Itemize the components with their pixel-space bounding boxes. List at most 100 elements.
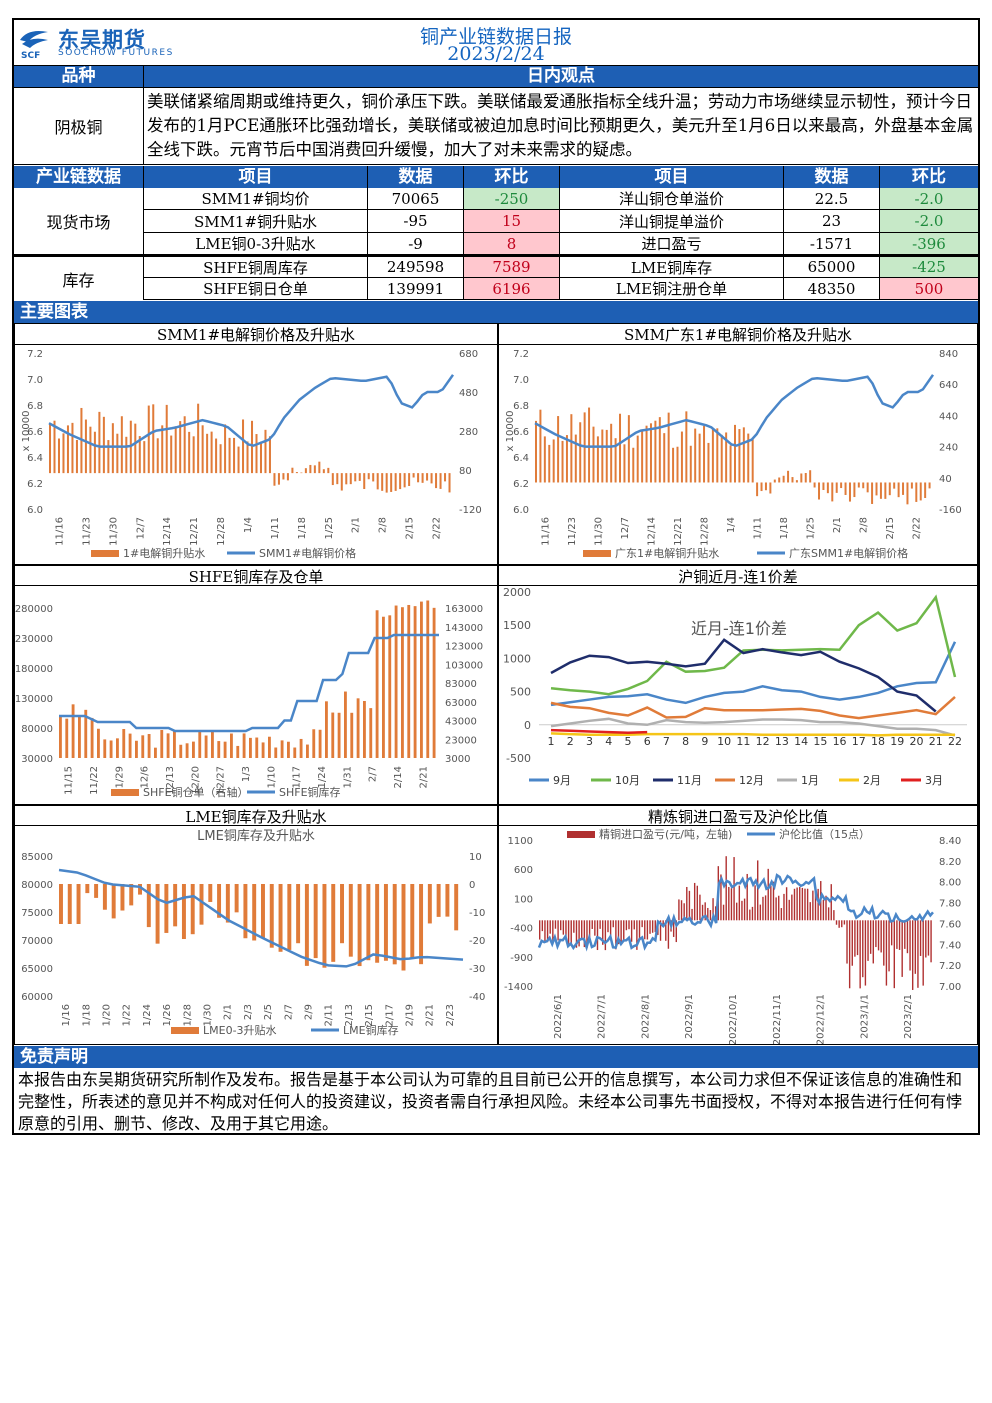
x-tick-label: 2/22 bbox=[432, 517, 443, 539]
chart-title: 精炼铜进口盈亏及沪伦比值 bbox=[499, 806, 977, 826]
bar bbox=[565, 920, 567, 937]
x-tick-label: 11/22 bbox=[89, 766, 100, 795]
bar bbox=[632, 447, 635, 483]
row-change: 6196 bbox=[464, 278, 560, 300]
x-tick-label: 2022/8/1 bbox=[640, 994, 651, 1039]
bar bbox=[869, 920, 872, 954]
bar bbox=[814, 887, 817, 921]
bar bbox=[210, 431, 213, 474]
x-tick-label: 2022/9/1 bbox=[684, 994, 695, 1039]
bar bbox=[369, 708, 373, 758]
x-tick-label: 2 bbox=[567, 735, 574, 748]
bar bbox=[192, 741, 195, 758]
chart-smm1: SMM1#电解铜价格及升贴水 7.2 7.0 6.8 6.6 6.4 6.2 6.0 680 4… bbox=[14, 323, 498, 565]
bar bbox=[804, 473, 807, 483]
bar bbox=[911, 920, 914, 990]
bar bbox=[596, 920, 599, 951]
x-tick-label: 12/7 bbox=[620, 517, 631, 539]
bar bbox=[152, 404, 155, 474]
series-line bbox=[550, 641, 957, 707]
y-tick-label: 600 bbox=[514, 865, 533, 876]
bar bbox=[694, 428, 697, 483]
bar bbox=[154, 747, 157, 758]
bar bbox=[67, 884, 72, 924]
bar bbox=[725, 856, 727, 921]
bar bbox=[394, 605, 398, 758]
bar bbox=[767, 868, 769, 921]
bar bbox=[357, 884, 362, 967]
bar bbox=[818, 482, 821, 500]
x-tick-label: 1/11 bbox=[270, 517, 281, 539]
bar bbox=[543, 436, 546, 483]
x-tick-label: 1/4 bbox=[243, 517, 254, 533]
bar bbox=[348, 884, 353, 957]
bar bbox=[417, 473, 420, 483]
bar bbox=[620, 920, 622, 942]
bar bbox=[554, 920, 557, 929]
th-data-2: 数据 bbox=[784, 166, 880, 188]
bar bbox=[623, 444, 626, 483]
bar bbox=[230, 733, 233, 758]
series-line bbox=[550, 732, 955, 737]
bar bbox=[107, 440, 110, 474]
bar bbox=[630, 920, 633, 942]
row-item-2: 进口盈亏 bbox=[560, 233, 784, 255]
bar bbox=[725, 432, 728, 483]
x-tick-label: 2022/12/1 bbox=[816, 994, 827, 1044]
bar bbox=[304, 884, 309, 966]
bar bbox=[410, 884, 415, 958]
bar bbox=[549, 920, 551, 934]
chart-title: SMM1#电解铜价格及升贴水 bbox=[15, 324, 497, 345]
bar bbox=[796, 887, 798, 921]
bar bbox=[831, 482, 834, 502]
th-change: 环比 bbox=[464, 166, 560, 188]
logo-icon: SCF bbox=[20, 31, 48, 60]
bar bbox=[588, 407, 591, 483]
x-tick-label: 10 bbox=[717, 735, 731, 748]
bar bbox=[561, 440, 564, 483]
y2-tick-label: 10 bbox=[469, 852, 482, 863]
bar bbox=[782, 475, 785, 483]
y2-tick-label: 23000 bbox=[445, 735, 477, 746]
company-logo: SCF 东吴期货 SOOCHOW FUTURES bbox=[18, 24, 188, 62]
bar bbox=[350, 712, 354, 758]
y-tick-label: 75000 bbox=[21, 908, 53, 919]
bar bbox=[906, 920, 909, 954]
y2-tick-label: 0 bbox=[469, 880, 475, 891]
y-tick-label: 85000 bbox=[21, 852, 53, 863]
bar bbox=[445, 884, 450, 917]
bar bbox=[313, 465, 316, 474]
bar bbox=[898, 920, 901, 950]
y-tick-label: 6.6 bbox=[513, 427, 529, 438]
bar bbox=[304, 468, 307, 474]
row-change: 7589 bbox=[464, 255, 560, 278]
bar bbox=[544, 920, 546, 943]
bar bbox=[381, 473, 384, 491]
variety-name: 阴极铜 bbox=[14, 88, 144, 164]
bar bbox=[407, 604, 411, 758]
y2-tick-label: 280 bbox=[459, 427, 478, 438]
bar bbox=[173, 730, 176, 758]
bar bbox=[98, 411, 101, 474]
bar bbox=[787, 470, 790, 483]
bar bbox=[757, 860, 759, 921]
bar bbox=[179, 421, 182, 474]
bar bbox=[902, 482, 905, 495]
chart-inner-title: LME铜库存及升贴水 bbox=[197, 828, 315, 844]
x-tick-label: 11/29 bbox=[114, 766, 125, 795]
y-tick-label: 6.4 bbox=[27, 453, 43, 464]
bar bbox=[711, 429, 714, 483]
bar bbox=[548, 444, 551, 483]
x-tick-label: 12/27 bbox=[216, 766, 227, 795]
bar bbox=[743, 898, 746, 921]
bar bbox=[875, 920, 877, 948]
x-tick-label: 19 bbox=[890, 735, 904, 748]
bar bbox=[698, 433, 701, 483]
bar bbox=[546, 920, 549, 943]
row-item: SHFE铜周库存 bbox=[144, 255, 368, 278]
bar bbox=[578, 920, 580, 947]
bar bbox=[817, 888, 819, 921]
y-tick-label: 1000 bbox=[503, 652, 531, 665]
bar bbox=[734, 424, 736, 483]
y2-tick-label: 3000 bbox=[445, 754, 470, 765]
